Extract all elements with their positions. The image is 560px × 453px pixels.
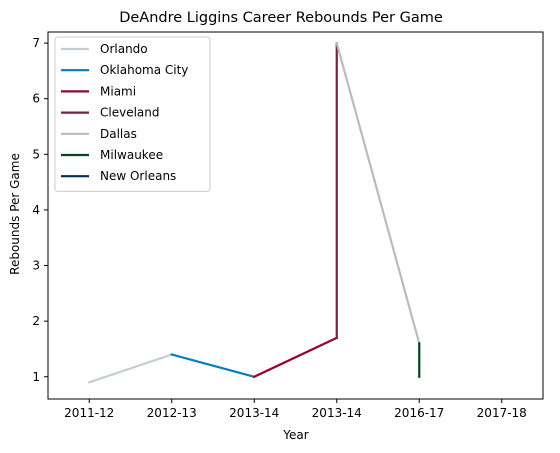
y-tick-label: 7 xyxy=(32,36,40,50)
legend-box xyxy=(54,36,211,192)
y-tick-label: 2 xyxy=(32,314,40,328)
legend-label: Oklahoma City xyxy=(100,63,188,77)
series-line-0 xyxy=(87,353,174,384)
x-tick-label: 2011-12 xyxy=(64,406,114,420)
series-line-1 xyxy=(170,353,256,379)
series-line-2 xyxy=(252,336,339,379)
axes-layer: 2011-12 2012-13 2013-14 2013-14 2016-17 2017-… xyxy=(32,31,544,420)
legend-label: Dallas xyxy=(100,127,137,141)
x-tick-label: 2016-17 xyxy=(394,406,444,420)
legend-label: New Orleans xyxy=(100,169,176,183)
plot-frame xyxy=(47,31,544,400)
x-tick-label: 2012-13 xyxy=(147,406,197,420)
legend-label: Cleveland xyxy=(100,106,160,120)
y-tick-label: 4 xyxy=(32,203,40,217)
series-layer xyxy=(87,41,421,384)
legend-label: Miami xyxy=(100,84,136,98)
series-line-4 xyxy=(335,41,421,345)
x-tick-label: 2017-18 xyxy=(477,406,527,420)
x-tick-label: 2013-14 xyxy=(229,406,279,420)
x-axis-label: Year xyxy=(282,428,308,442)
y-axis-label: Rebounds Per Game xyxy=(8,153,22,275)
legend-label: Orlando xyxy=(100,42,148,56)
x-tick-label: 2013-14 xyxy=(312,406,362,420)
legend-label: Milwaukee xyxy=(100,148,163,162)
legend: Orlando Oklahoma City Miami Cleveland Dallas… xyxy=(54,36,211,192)
y-tick-label: 3 xyxy=(32,259,40,273)
y-tick-label: 6 xyxy=(32,92,40,106)
y-tick-label: 1 xyxy=(32,370,40,384)
chart-title: DeAndre Liggins Career Rebounds Per Game xyxy=(119,10,443,26)
y-tick-label: 5 xyxy=(32,147,40,161)
